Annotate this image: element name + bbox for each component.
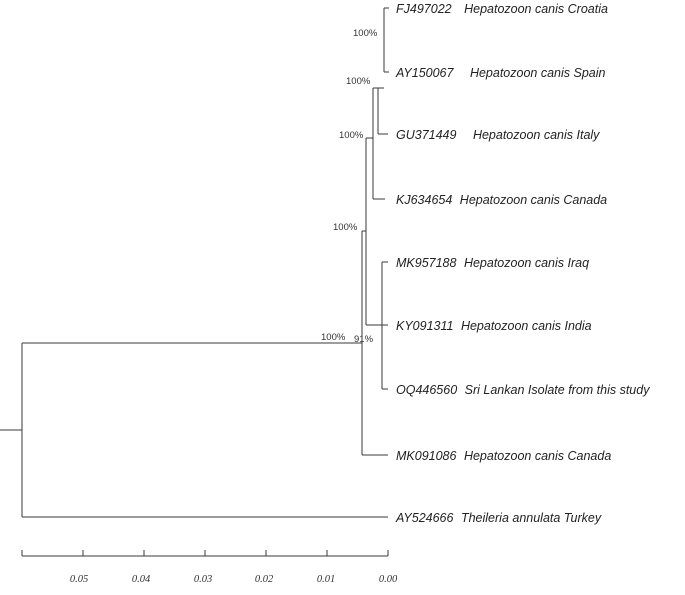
- leaf-label: AY524666 Theileria annulata Turkey: [395, 511, 602, 525]
- leaf-label-group: FJ497022 Hepatozoon canis Croatia AY1500…: [395, 2, 650, 525]
- leaf-label: AY150067 Hepatozoon canis Spain: [395, 66, 606, 80]
- leaf-label: KJ634654 Hepatozoon canis Canada: [396, 193, 607, 207]
- leaf-accession: GU371449: [396, 128, 457, 142]
- leaf-accession: OQ446560: [396, 383, 457, 397]
- leaf-accession: FJ497022: [396, 2, 452, 16]
- support-value: 100%: [353, 28, 378, 39]
- leaf-taxon: Hepatozoon canis Croatia: [464, 2, 608, 16]
- leaf-taxon: Hepatozoon canis Canada: [464, 449, 611, 463]
- leaf-label: KY091311 Hepatozoon canis India: [396, 319, 592, 333]
- support-value: 100%: [339, 130, 364, 141]
- leaf-accession: MK957188: [396, 256, 457, 270]
- leaf-label: FJ497022 Hepatozoon canis Croatia: [396, 2, 608, 16]
- leaf-accession: AY524666: [395, 511, 454, 525]
- leaf-taxon: Hepatozoon canis India: [461, 319, 592, 333]
- support-value: 100%: [321, 332, 346, 343]
- leaf-accession: AY150067: [395, 66, 455, 80]
- scale-tick-label: 0.00: [379, 574, 398, 585]
- leaf-taxon: Hepatozoon canis Canada: [460, 193, 607, 207]
- leaf-label: MK091086 Hepatozoon canis Canada: [396, 449, 611, 463]
- support-value: 91%: [354, 334, 374, 345]
- leaf-accession: KY091311: [396, 319, 453, 333]
- scale-tick-label: 0.01: [317, 574, 335, 585]
- leaf-taxon: Hepatozoon canis Iraq: [464, 256, 589, 270]
- scale-tick-label: 0.05: [70, 574, 88, 585]
- scale-tick-label: 0.04: [132, 574, 151, 585]
- leaf-label: GU371449 Hepatozoon canis Italy: [396, 128, 600, 142]
- support-value: 100%: [333, 222, 358, 233]
- leaf-label: OQ446560 Sri Lankan Isolate from this st…: [396, 383, 650, 397]
- support-value-group: 100% 100% 100% 100% 100% 91%: [321, 28, 378, 345]
- scale-tick-label: 0.03: [194, 574, 212, 585]
- leaf-label: MK957188 Hepatozoon canis Iraq: [396, 256, 589, 270]
- leaf-taxon: Sri Lankan Isolate from this study: [465, 383, 651, 397]
- leaf-accession: KJ634654: [396, 193, 452, 207]
- leaf-accession: MK091086: [396, 449, 457, 463]
- leaf-taxon: Hepatozoon canis Italy: [473, 128, 600, 142]
- scale-tick-label: 0.02: [255, 574, 274, 585]
- support-value: 100%: [346, 76, 371, 87]
- scale-axis: 0.05 0.04 0.03 0.02 0.01 0.00: [21, 550, 398, 585]
- leaf-taxon: Theileria annulata Turkey: [461, 511, 602, 525]
- leaf-taxon: Hepatozoon canis Spain: [470, 66, 606, 80]
